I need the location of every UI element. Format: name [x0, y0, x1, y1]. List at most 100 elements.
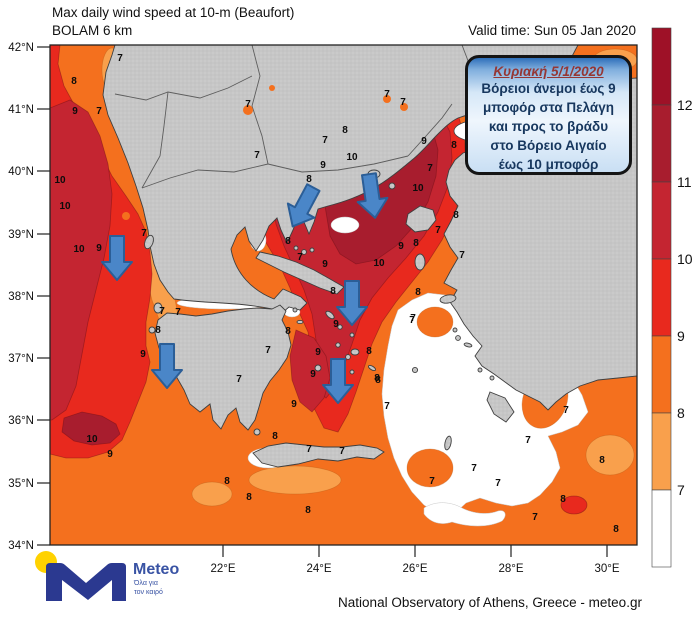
land-karpathos [444, 435, 452, 451]
wind-value: 8 [306, 174, 312, 185]
wind-value: 8 [451, 140, 457, 151]
wind-value: 8 [330, 286, 336, 297]
wind-value: 9 [315, 347, 321, 358]
wind-value: 7 [563, 405, 569, 416]
wind-value: 8 [305, 505, 311, 516]
colorbar-label: 8 [677, 405, 685, 421]
country-borders [114, 45, 491, 189]
wind-value: 7 [429, 476, 435, 487]
wind-value: 7 [297, 252, 303, 263]
wind-value: 10 [59, 201, 71, 212]
valid-time-label: Valid time: Sun 05 Jan 2020 [468, 23, 636, 38]
colorbar-label: 11 [677, 174, 692, 190]
wind-value: 8 [453, 210, 459, 221]
wind-value: 10 [373, 258, 385, 269]
lat-tick-label: 36°N [8, 415, 34, 427]
wind-value: 8 [285, 236, 291, 247]
wind-value: 7 [525, 435, 531, 446]
logo-tagline-line2: τον καιρό [134, 588, 163, 596]
wind-value: 8 [224, 476, 230, 487]
wind-value: 7 [427, 163, 433, 174]
logo-wordmark: Meteo [133, 561, 179, 578]
logo-m-icon [46, 563, 126, 601]
colorbar-segment [651, 181, 672, 260]
colorbar [651, 27, 672, 568]
wind-value: 7 [410, 313, 416, 324]
wind-value: 8 [246, 492, 252, 503]
wind-value: 10 [73, 244, 85, 255]
land-evia [255, 251, 345, 295]
wind-value: 8 [342, 125, 348, 136]
land-crete [252, 442, 385, 468]
wind-value: 8 [599, 455, 605, 466]
wind-value: 7 [141, 228, 147, 239]
wind-value: 7 [435, 225, 441, 236]
wind-value: 7 [306, 444, 312, 455]
wind-value: 8 [71, 76, 77, 87]
wind-value: 9 [96, 243, 102, 254]
annotation-line: και προς το βράδυ [488, 119, 609, 134]
lat-tick-label: 34°N [8, 540, 34, 552]
wind-value: 7 [254, 150, 260, 161]
logo-tagline-line1: Όλα για [133, 580, 158, 587]
wind-value: 9 [320, 160, 326, 171]
landmasses [102, 45, 637, 468]
lon-tick-label: 28°E [498, 563, 523, 575]
annotation-line: στο Βόρειο Αιγαίο [490, 138, 607, 153]
lat-axis: 42°N 41°N 40°N 39°N 38°N 37°N 36°N 35°N … [8, 42, 50, 552]
colorbar-segment [651, 258, 672, 337]
land-zakynthos [148, 326, 156, 334]
lat-tick-label: 39°N [8, 229, 34, 241]
colorbar-segment [651, 489, 672, 568]
land-chios [414, 253, 426, 271]
wind-value: 8 [374, 373, 380, 384]
wind-value: 7 [409, 315, 415, 326]
wind-value: 9 [398, 241, 404, 252]
wind-value: 9 [72, 106, 78, 117]
wind-value: 10 [54, 175, 66, 186]
wind-value: 8 [415, 287, 421, 298]
wind-value: 7 [245, 99, 251, 110]
wind-value: 8 [560, 494, 566, 505]
wind-value: 7 [400, 97, 406, 108]
lat-tick-label: 41°N [8, 104, 34, 116]
lon-tick-label: 24°E [306, 563, 331, 575]
wind-value: 7 [265, 345, 271, 356]
wind-value: 7 [471, 463, 477, 474]
lon-tick-label: 26°E [402, 563, 427, 575]
lon-tick-label: 30°E [594, 563, 619, 575]
wind-value: 7 [159, 306, 165, 317]
colorbar-labels: 12 11 10 9 8 7 [677, 97, 693, 498]
wind-value: 9 [107, 449, 113, 460]
wind-value: 7 [236, 374, 242, 385]
lon-tick-label: 22°E [210, 563, 235, 575]
wind-value: 10 [412, 183, 424, 194]
attribution-text: National Observatory of Athens, Greece -… [338, 595, 642, 610]
lat-tick-label: 35°N [8, 478, 34, 490]
wind-value: 10 [86, 434, 98, 445]
wind-value: 7 [339, 446, 345, 457]
wind-value: 9 [291, 399, 297, 410]
wind-value: 8 [613, 524, 619, 535]
wind-value: 9 [322, 259, 328, 270]
meteo-logo: Meteo Όλα για τον καιρό [35, 551, 179, 601]
lat-tick-label: 38°N [8, 291, 34, 303]
lat-tick-label: 42°N [8, 42, 34, 54]
wind-value: 7 [384, 89, 390, 100]
land-kefalonia [153, 302, 163, 314]
land-corfu [144, 234, 154, 250]
wind-value: 9 [140, 349, 146, 360]
wind-value: 8 [375, 375, 381, 386]
colorbar-segment [651, 335, 672, 414]
wind-value: 8 [272, 431, 278, 442]
wind-value: 8 [413, 238, 419, 249]
land-peloponnese [154, 304, 292, 431]
land-rhodes [486, 391, 515, 423]
page-title: Max daily wind speed at 10-m (Beaufort) [52, 5, 295, 20]
lat-tick-label: 37°N [8, 353, 34, 365]
annotation-line: Βόρειοι άνεμοι έως 9 [481, 81, 616, 96]
